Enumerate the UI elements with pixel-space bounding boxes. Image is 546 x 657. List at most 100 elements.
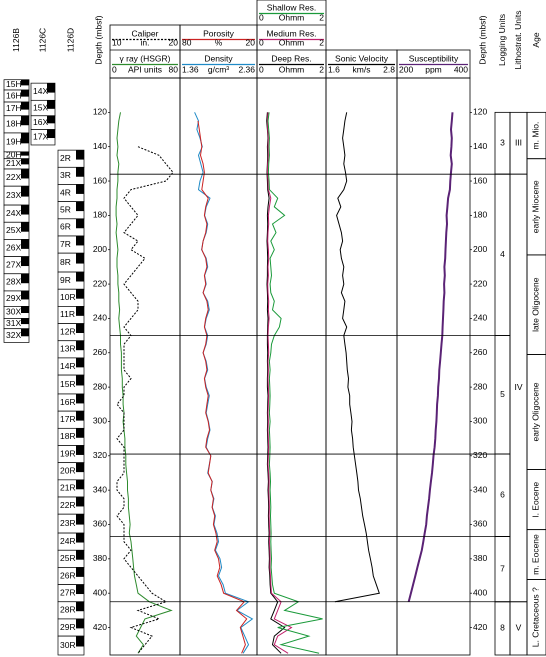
core-label: 18H <box>6 119 22 129</box>
y-tick-label: 240 <box>93 313 107 323</box>
core-label: 23R <box>60 518 76 528</box>
core-label: 16X <box>33 117 48 127</box>
core-recovery <box>76 411 84 421</box>
track-frame <box>179 77 258 656</box>
core-recovery <box>21 169 29 179</box>
core-recovery <box>76 235 84 246</box>
core-label: 19H <box>6 137 22 147</box>
core-recovery <box>21 273 29 284</box>
core-label: 30X <box>6 307 21 317</box>
core-recovery <box>76 289 84 299</box>
core-recovery <box>76 462 84 473</box>
column-title: Lithostrat. Units <box>513 10 523 69</box>
core-recovery <box>76 167 84 177</box>
scale-min: 0 <box>112 64 117 74</box>
unit-label: III <box>515 138 522 148</box>
scale-max: 20 <box>169 37 179 47</box>
core-label: 8R <box>60 257 71 267</box>
unit-label: m. Mio. <box>531 122 541 150</box>
scale-min: 0 <box>259 12 264 22</box>
unit-label: IV <box>514 382 522 392</box>
scale-unit: Ohmm <box>279 12 305 22</box>
scale-max: 2.36 <box>238 64 255 74</box>
core-recovery <box>47 100 55 109</box>
curve-name: Caliper <box>132 28 159 38</box>
core-label: 6R <box>60 222 71 232</box>
y-tick-label: 140 <box>473 141 487 151</box>
core-recovery <box>76 428 84 438</box>
core-label: 31X <box>6 318 21 328</box>
unit-label: L. Cretaceous ? <box>531 587 541 647</box>
hole-label: 1126C <box>37 28 47 52</box>
core-label: 10R <box>60 292 76 302</box>
core-recovery <box>21 90 29 97</box>
core-recovery <box>76 272 84 282</box>
core-label: 4R <box>60 187 71 197</box>
core-label: 17H <box>6 103 22 113</box>
log-curve <box>267 112 323 654</box>
core-recovery <box>76 393 84 404</box>
core-label: 20R <box>60 466 76 476</box>
scale-min: 0 <box>259 64 264 74</box>
track-frame <box>109 77 181 656</box>
core-label: 15H <box>6 79 22 89</box>
core-recovery <box>21 132 29 144</box>
y-tick-label: 360 <box>93 519 107 529</box>
scale-max: 80 <box>169 64 179 74</box>
y-tick-label: 120 <box>93 107 107 117</box>
core-label: 18R <box>60 431 76 441</box>
core-recovery <box>76 601 84 612</box>
core-recovery <box>21 115 29 126</box>
curve-name: Shallow Res. <box>267 2 317 12</box>
unit-label: late Oligocene <box>531 277 541 332</box>
track-header-frame <box>396 49 471 79</box>
y-tick-label: 380 <box>473 553 487 563</box>
core-label: 17R <box>60 414 76 424</box>
log-curve <box>194 112 254 654</box>
core-label: 24X <box>6 208 21 218</box>
y-tick-label: 400 <box>93 587 107 597</box>
core-label: 21R <box>60 483 76 493</box>
core-label: 22R <box>60 500 76 510</box>
core-recovery <box>76 479 84 490</box>
core-recovery <box>21 328 29 337</box>
curve-name: Deep Res. <box>271 53 311 63</box>
unit-label: 6 <box>500 490 505 500</box>
core-label: 23X <box>6 190 21 200</box>
core-recovery <box>21 256 29 267</box>
unit-label: 8 <box>500 623 505 633</box>
core-recovery <box>76 323 84 334</box>
core-label: 16R <box>60 397 76 407</box>
core-label: 28X <box>6 277 21 287</box>
y-tick-label: 360 <box>473 519 487 529</box>
log-curve <box>407 112 454 603</box>
core-label: 32X <box>6 330 21 340</box>
hole-label: 1126D <box>65 28 75 52</box>
scale-unit: ppm <box>425 64 442 74</box>
y-tick-label: 300 <box>93 416 107 426</box>
column-title: Age <box>531 32 541 47</box>
scale-unit: Ohmm <box>279 64 305 74</box>
core-recovery <box>21 306 29 314</box>
y-tick-label: 260 <box>473 347 487 357</box>
core-label: 7R <box>60 239 71 249</box>
y-tick-label: 280 <box>473 381 487 391</box>
core-label: 27R <box>60 587 76 597</box>
unit-box <box>526 579 546 656</box>
core-recovery <box>21 102 29 110</box>
core-recovery <box>21 290 29 300</box>
scale-min: 10 <box>112 37 122 47</box>
core-label: 11R <box>60 309 75 319</box>
scale-unit: % <box>215 37 223 47</box>
unit-label: 3 <box>500 138 505 148</box>
unit-label: early Miocene <box>531 180 541 233</box>
log-curve <box>115 112 173 654</box>
scale-min: 80 <box>182 37 192 47</box>
core-label: 24R <box>60 536 76 546</box>
unit-label: 5 <box>500 389 505 399</box>
y-tick-label: 340 <box>93 484 107 494</box>
y-tick-label: 140 <box>93 141 107 151</box>
y-tick-label: 320 <box>93 450 107 460</box>
unit-label: l. Eocene <box>531 482 541 518</box>
